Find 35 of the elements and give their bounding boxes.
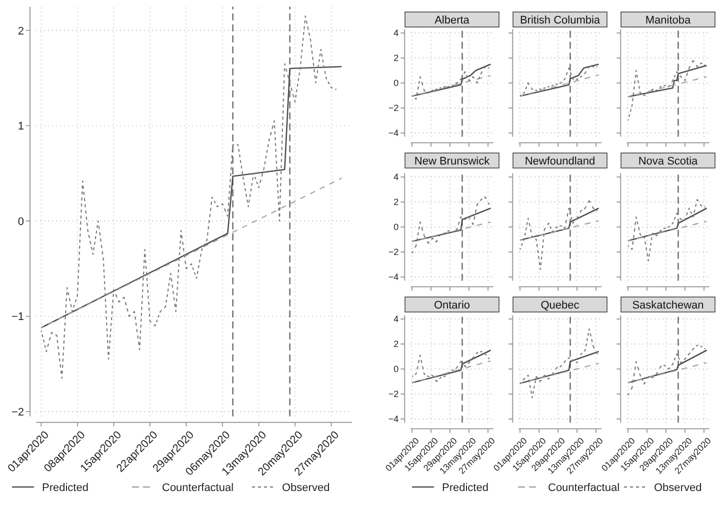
- y-tick-label: −4: [388, 414, 399, 424]
- chart-title: Saskatchewan: [632, 300, 704, 312]
- chart-title: Ontario: [434, 300, 470, 312]
- y-tick-label: 4: [394, 314, 399, 324]
- y-tick-label: 0: [394, 222, 399, 232]
- chart-title: Manitoba: [645, 14, 692, 26]
- legend-label: Predicted: [442, 482, 488, 494]
- y-tick-label: −2: [388, 389, 399, 400]
- legend-label: Observed: [282, 482, 330, 494]
- chart-title: Alberta: [434, 14, 470, 26]
- y-tick-label: 1: [18, 120, 24, 133]
- legend-label: Predicted: [42, 482, 88, 494]
- legend-label: Observed: [654, 482, 702, 494]
- chart-title: British Columbia: [520, 14, 601, 26]
- legend-label: Counterfactual: [548, 482, 620, 494]
- legend-label: Counterfactual: [162, 482, 234, 494]
- y-tick-label: 4: [394, 28, 399, 38]
- y-tick-label: −2: [388, 103, 399, 114]
- y-tick-label: −1: [11, 311, 24, 324]
- y-tick-label: 2: [18, 25, 24, 38]
- y-tick-label: 0: [18, 216, 24, 228]
- chart-title: New Brunswick: [414, 156, 490, 168]
- y-tick-label: 0: [394, 364, 399, 374]
- y-tick-label: −4: [388, 128, 399, 138]
- chart-title: Newfoundland: [524, 156, 596, 168]
- y-tick-label: 2: [394, 197, 399, 208]
- y-tick-label: 2: [394, 53, 399, 64]
- chart-title: Nova Scotia: [638, 156, 699, 168]
- y-tick-label: 2: [394, 339, 399, 350]
- y-tick-label: 4: [394, 172, 399, 182]
- y-tick-label: −4: [388, 272, 399, 282]
- chart-title: Quebec: [540, 300, 580, 312]
- y-tick-label: 0: [394, 78, 399, 88]
- y-tick-label: −2: [388, 247, 399, 258]
- y-tick-label: −2: [11, 406, 24, 418]
